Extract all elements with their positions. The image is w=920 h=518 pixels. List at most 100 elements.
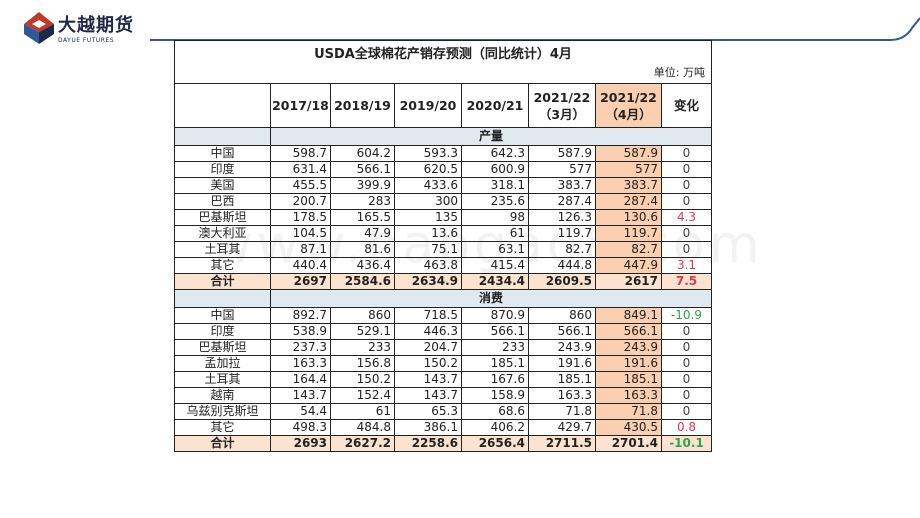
section-label: 消费 [270, 289, 712, 308]
value-cell: 2617 [595, 273, 662, 290]
value-cell: 63.1 [461, 241, 529, 258]
value-cell: 204.7 [394, 339, 462, 356]
value-cell: 386.1 [394, 419, 462, 436]
table-row: 巴基斯坦 178.5 165.5 135 98 126.3 130.6 4.3 [174, 209, 712, 226]
row-label: 合计 [174, 435, 271, 452]
change-cell: 0 [661, 241, 712, 258]
value-cell: 892.7 [270, 307, 331, 324]
value-cell: 593.3 [394, 145, 462, 162]
change-cell: 0 [661, 371, 712, 388]
value-cell: 54.4 [270, 403, 331, 420]
value-cell: 165.5 [330, 209, 395, 226]
header-row: 2017/18 2018/19 2019/20 2020/21 2021/22 （3月） 2… [174, 83, 712, 128]
value-cell: 566.1 [528, 323, 596, 340]
change-cell: 7.5 [661, 273, 712, 290]
change-cell: 0 [661, 161, 712, 178]
value-cell: 71.8 [528, 403, 596, 420]
brand-logo: 大越期货 DAYUE FUTURES [22, 10, 152, 46]
value-cell: 383.7 [528, 177, 596, 194]
value-cell: 87.1 [270, 241, 331, 258]
value-cell: 587.9 [528, 145, 596, 162]
value-cell: 130.6 [595, 209, 662, 226]
value-cell: 283 [330, 193, 395, 210]
value-cell: 163.3 [595, 387, 662, 404]
value-cell: 529.1 [330, 323, 395, 340]
value-cell: 455.5 [270, 177, 331, 194]
table-row: 其它 440.4 436.4 463.8 415.4 444.8 447.9 3.1 [174, 257, 712, 274]
change-cell: 0 [661, 339, 712, 356]
value-cell: 233 [330, 339, 395, 356]
value-cell: 163.3 [528, 387, 596, 404]
table-row: 巴西 200.7 283 300 235.6 287.4 287.4 0 [174, 193, 712, 210]
section-header-row: 产量 [174, 127, 712, 146]
value-cell: 498.3 [270, 419, 331, 436]
row-label: 其它 [174, 419, 271, 436]
row-label: 其它 [174, 257, 271, 274]
change-cell: 0 [661, 193, 712, 210]
value-cell: 178.5 [270, 209, 331, 226]
value-cell: 430.5 [595, 419, 662, 436]
value-cell: 237.3 [270, 339, 331, 356]
value-cell: 2634.9 [394, 273, 462, 290]
value-cell: 65.3 [394, 403, 462, 420]
column-header: 2018/19 [330, 83, 395, 128]
column-header: 2020/21 [461, 83, 529, 128]
value-cell: 61 [461, 225, 529, 242]
value-cell: 68.6 [461, 403, 529, 420]
value-cell: 566.1 [330, 161, 395, 178]
change-cell: 0 [661, 177, 712, 194]
value-cell: 620.5 [394, 161, 462, 178]
value-cell: 600.9 [461, 161, 529, 178]
value-cell: 200.7 [270, 193, 331, 210]
change-cell: 0 [661, 145, 712, 162]
row-label: 巴基斯坦 [174, 339, 271, 356]
table-row: 中国 598.7 604.2 593.3 642.3 587.9 587.9 0 [174, 145, 712, 162]
value-cell: 191.6 [595, 355, 662, 372]
value-cell: 598.7 [270, 145, 331, 162]
change-cell: 0 [661, 387, 712, 404]
change-cell: 0.8 [661, 419, 712, 436]
value-cell: 484.8 [330, 419, 395, 436]
value-cell: 2609.5 [528, 273, 596, 290]
brand-name-cn: 大越期货 [58, 15, 134, 36]
value-cell: 406.2 [461, 419, 529, 436]
table-row: 乌兹别克斯坦 54.4 61 65.3 68.6 71.8 71.8 0 [174, 403, 712, 420]
row-label: 土耳其 [174, 371, 271, 388]
table-row: 其它 498.3 484.8 386.1 406.2 429.7 430.5 0.8 [174, 419, 712, 436]
value-cell: 433.6 [394, 177, 462, 194]
value-cell: 318.1 [461, 177, 529, 194]
value-cell: 566.1 [595, 323, 662, 340]
value-cell: 98 [461, 209, 529, 226]
value-cell: 587.9 [595, 145, 662, 162]
row-label: 土耳其 [174, 241, 271, 258]
row-label: 越南 [174, 387, 271, 404]
brand-name-en: DAYUE FUTURES [58, 37, 115, 44]
value-cell: 150.2 [394, 355, 462, 372]
value-cell: 158.9 [461, 387, 529, 404]
value-cell: 463.8 [394, 257, 462, 274]
value-cell: 604.2 [330, 145, 395, 162]
column-header: 2017/18 [270, 83, 331, 128]
value-cell: 233 [461, 339, 529, 356]
header-rule [150, 17, 920, 41]
table-row: 土耳其 87.1 81.6 75.1 63.1 82.7 82.7 0 [174, 241, 712, 258]
table-row: 巴基斯坦 237.3 233 204.7 233 243.9 243.9 0 [174, 339, 712, 356]
value-cell: 126.3 [528, 209, 596, 226]
value-cell: 2693 [270, 435, 331, 452]
row-label: 印度 [174, 323, 271, 340]
value-cell: 287.4 [528, 193, 596, 210]
change-cell: 4.3 [661, 209, 712, 226]
table-row: 越南 143.7 152.4 143.7 158.9 163.3 163.3 0 [174, 387, 712, 404]
table-row: 澳大利亚 104.5 47.9 13.6 61 119.7 119.7 0 [174, 225, 712, 242]
row-label: 乌兹别克斯坦 [174, 403, 271, 420]
value-cell: 75.1 [394, 241, 462, 258]
value-cell: 860 [330, 307, 395, 324]
value-cell: 235.6 [461, 193, 529, 210]
value-cell: 383.7 [595, 177, 662, 194]
value-cell: 577 [595, 161, 662, 178]
value-cell: 119.7 [528, 225, 596, 242]
value-cell: 71.8 [595, 403, 662, 420]
value-cell: 860 [528, 307, 596, 324]
cotton-balance-table: USDA全球棉花产销存预测（同比统计）4月 单位: 万吨 2017/18 2018… [174, 40, 712, 452]
value-cell: 167.6 [461, 371, 529, 388]
